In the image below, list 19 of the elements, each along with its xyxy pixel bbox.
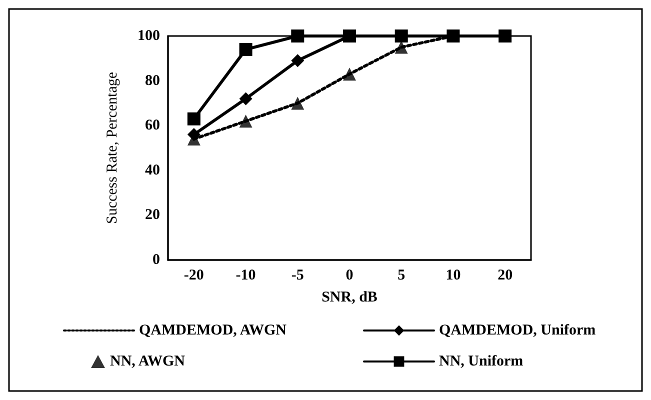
x-tick-label: 5: [398, 268, 406, 284]
legend-label: QAMDEMOD, Uniform: [439, 322, 596, 338]
y-axis-title: Success Rate, Percentage: [104, 72, 120, 224]
x-tick-label: 10: [446, 268, 461, 284]
x-tick-label: -10: [236, 268, 256, 284]
y-tick-label: 0: [152, 252, 160, 268]
y-tick-label: 20: [145, 207, 160, 224]
y-tick-label: 100: [138, 28, 160, 44]
x-tick-label: 20: [498, 268, 513, 284]
x-axis-title: SNR, dB: [322, 290, 378, 306]
legend-label: NN, Uniform: [439, 354, 524, 370]
y-tick-label: 40: [145, 162, 160, 178]
x-tick-label: -5: [291, 268, 304, 284]
legend-label: QAMDEMOD, AWGN: [139, 322, 287, 338]
legend-label: NN, AWGN: [110, 354, 186, 370]
x-tick-label: -20: [184, 268, 204, 284]
y-tick-label: 60: [145, 118, 160, 134]
y-tick-label: 80: [145, 72, 160, 89]
x-tick-label: 0: [346, 268, 354, 284]
